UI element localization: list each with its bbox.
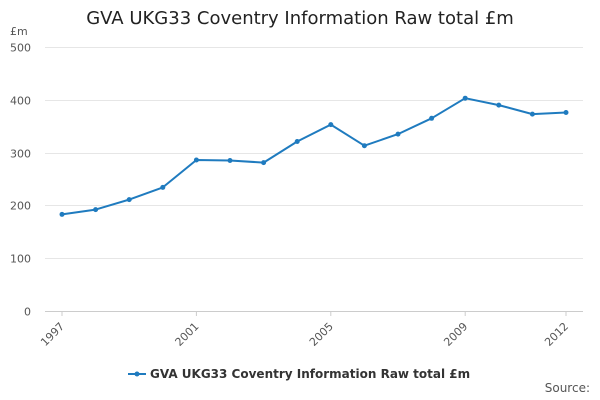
data-point-2002[interactable]: [227, 158, 233, 163]
source-label: Source:: [544, 381, 590, 395]
series-line: [61, 97, 567, 216]
x-tick-label: 1997: [38, 320, 67, 349]
legend-entry-label: GVA UKG33 Coventry Information Raw total…: [150, 367, 470, 381]
x-tick-label: 2012: [542, 320, 571, 349]
series-layer: [59, 95, 569, 217]
data-point-1998[interactable]: [93, 207, 99, 213]
data-point-2003[interactable]: [261, 160, 267, 166]
y-tick-label: 400: [10, 95, 31, 108]
y-tick-label: 0: [24, 306, 31, 319]
x-tick-label: 2001: [173, 320, 202, 349]
y-tick-label: 100: [10, 253, 31, 266]
y-tick-label: 500: [10, 42, 31, 55]
data-point-1997[interactable]: [59, 211, 65, 217]
data-point-2009[interactable]: [462, 95, 468, 101]
data-point-2004[interactable]: [294, 139, 300, 144]
y-tick-label: 300: [10, 148, 31, 161]
data-point-2011[interactable]: [529, 111, 535, 117]
data-point-2001[interactable]: [193, 157, 199, 163]
data-point-1999[interactable]: [126, 197, 132, 203]
data-point-2008[interactable]: [429, 115, 435, 121]
legend[interactable]: GVA UKG33 Coventry Information Raw total…: [128, 367, 470, 381]
chart-title: GVA UKG33 Coventry Information Raw total…: [86, 8, 514, 29]
y-tick-label: 200: [10, 200, 31, 213]
y-axis-unit-label: £m: [10, 25, 28, 38]
data-point-2006[interactable]: [361, 143, 367, 149]
data-point-2012[interactable]: [563, 110, 569, 115]
data-point-2010[interactable]: [496, 102, 502, 108]
x-axis-tick-labels: 1997 2001 2005 2009 2012: [38, 311, 571, 349]
legend-marker-icon: [134, 371, 140, 377]
data-point-2005[interactable]: [328, 122, 334, 128]
x-tick-label: 2009: [441, 320, 470, 349]
gridlines: [45, 47, 583, 259]
data-point-2007[interactable]: [395, 131, 401, 137]
y-axis-tick-labels: 0 100 200 300 400 500: [10, 42, 31, 319]
data-point-2000[interactable]: [160, 184, 166, 190]
x-tick-label: 2005: [307, 320, 336, 349]
